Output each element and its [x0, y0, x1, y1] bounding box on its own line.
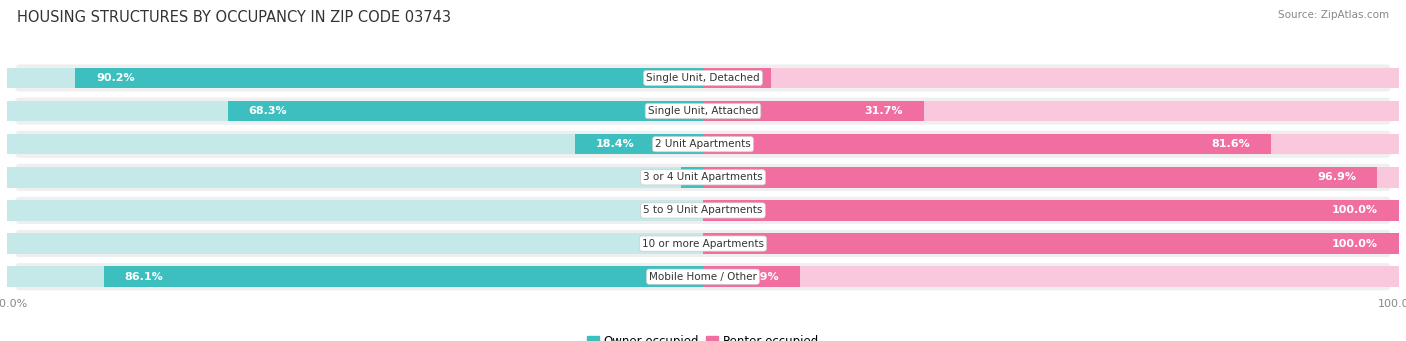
Bar	[7, 134, 703, 154]
Text: Single Unit, Attached: Single Unit, Attached	[648, 106, 758, 116]
Text: 90.2%: 90.2%	[96, 73, 135, 83]
Text: 68.3%: 68.3%	[249, 106, 287, 116]
FancyBboxPatch shape	[14, 230, 1392, 257]
Text: 13.9%: 13.9%	[740, 272, 779, 282]
Text: 100.0%: 100.0%	[1331, 205, 1378, 216]
Text: 9.8%: 9.8%	[720, 73, 751, 83]
Bar	[228, 101, 703, 121]
Bar	[7, 167, 703, 188]
Bar	[703, 134, 1271, 154]
Text: 100.0%: 100.0%	[1331, 239, 1378, 249]
FancyBboxPatch shape	[14, 164, 1392, 191]
Bar	[703, 68, 1399, 88]
Text: 31.7%: 31.7%	[865, 106, 903, 116]
Bar	[7, 233, 703, 254]
Bar	[703, 68, 772, 88]
Bar	[703, 167, 1399, 188]
Bar	[703, 200, 1399, 221]
Bar	[703, 101, 924, 121]
Text: 5 to 9 Unit Apartments: 5 to 9 Unit Apartments	[644, 205, 762, 216]
FancyBboxPatch shape	[14, 98, 1392, 125]
Bar	[703, 233, 1399, 254]
FancyBboxPatch shape	[14, 131, 1392, 158]
Legend: Owner-occupied, Renter-occupied: Owner-occupied, Renter-occupied	[582, 330, 824, 341]
Bar	[7, 101, 703, 121]
Text: Source: ZipAtlas.com: Source: ZipAtlas.com	[1278, 10, 1389, 20]
Bar	[575, 134, 703, 154]
Bar	[7, 68, 703, 88]
Bar	[703, 167, 1378, 188]
Bar	[703, 266, 1399, 287]
Text: Single Unit, Detached: Single Unit, Detached	[647, 73, 759, 83]
Text: 2 Unit Apartments: 2 Unit Apartments	[655, 139, 751, 149]
Text: 86.1%: 86.1%	[125, 272, 163, 282]
Text: HOUSING STRUCTURES BY OCCUPANCY IN ZIP CODE 03743: HOUSING STRUCTURES BY OCCUPANCY IN ZIP C…	[17, 10, 451, 25]
Text: 3 or 4 Unit Apartments: 3 or 4 Unit Apartments	[643, 172, 763, 182]
Bar	[7, 266, 703, 287]
Bar	[703, 200, 1399, 221]
Bar	[703, 233, 1399, 254]
Text: Mobile Home / Other: Mobile Home / Other	[650, 272, 756, 282]
Bar	[104, 266, 703, 287]
FancyBboxPatch shape	[14, 197, 1392, 224]
Text: 10 or more Apartments: 10 or more Apartments	[643, 239, 763, 249]
Bar	[7, 200, 703, 221]
FancyBboxPatch shape	[14, 263, 1392, 290]
Bar	[703, 101, 1399, 121]
Bar	[682, 167, 703, 188]
Text: 81.6%: 81.6%	[1212, 139, 1250, 149]
Text: 96.9%: 96.9%	[1317, 172, 1357, 182]
Text: 18.4%: 18.4%	[596, 139, 634, 149]
Text: 0.0%: 0.0%	[664, 239, 692, 249]
FancyBboxPatch shape	[14, 64, 1392, 91]
Text: 0.0%: 0.0%	[664, 205, 692, 216]
Bar	[703, 134, 1399, 154]
Bar	[76, 68, 703, 88]
Bar	[703, 266, 800, 287]
Text: 3.1%: 3.1%	[643, 172, 671, 182]
